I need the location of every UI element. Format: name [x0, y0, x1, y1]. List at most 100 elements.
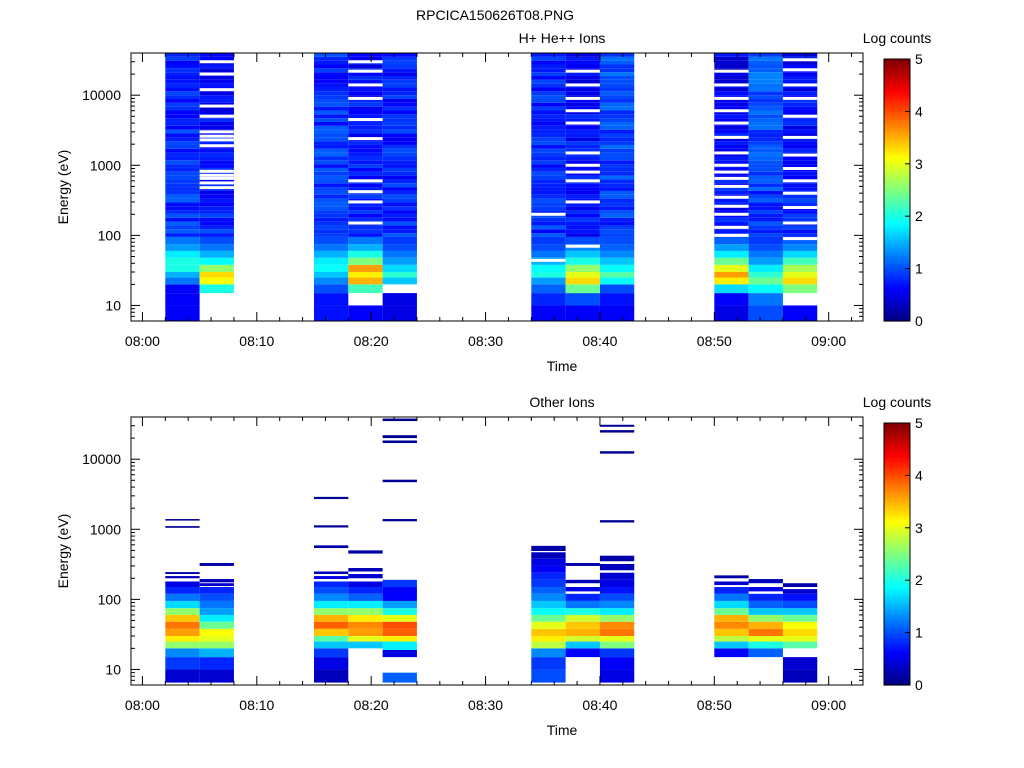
p2-colorbar-cell — [884, 441, 910, 445]
p1-cell — [599, 118, 635, 122]
p1-cell-gap — [565, 151, 600, 155]
p1-cell — [348, 183, 383, 188]
p1-cell — [599, 106, 635, 111]
p1-cell — [199, 98, 234, 103]
p2-y-tick-label: 10 — [105, 661, 121, 677]
p1-cell — [199, 160, 234, 165]
p1-cell — [165, 264, 200, 273]
p1-cell — [531, 206, 566, 211]
p2-colorbar-cell — [884, 679, 910, 683]
p1-cell — [565, 202, 600, 207]
p1-cell — [599, 152, 635, 157]
p1-cell — [748, 190, 783, 195]
p1-cell — [382, 210, 417, 214]
p1-cell-gap — [782, 205, 818, 209]
p2-cell — [314, 636, 349, 642]
p1-cell — [565, 236, 600, 245]
p1-cell — [714, 160, 749, 165]
p2-cell — [714, 600, 749, 609]
p2-cell — [531, 545, 566, 551]
p2-colorbar-cell — [884, 464, 910, 469]
p1-cell-gap — [714, 204, 749, 208]
p2-colorbar-cell — [884, 606, 910, 610]
p1-cell — [748, 141, 783, 145]
p2-cell — [199, 636, 234, 642]
p1-colorbar-cell — [884, 265, 910, 270]
p2-cell — [748, 587, 783, 592]
p1-cell — [714, 79, 749, 84]
p1-cell — [748, 152, 783, 157]
p2-cell — [714, 593, 749, 601]
p1-cell — [382, 190, 417, 195]
p2-cell — [199, 641, 234, 649]
p1-cell — [599, 102, 635, 107]
p1-cell-gap — [199, 88, 234, 92]
p1-cell — [382, 137, 417, 142]
p2-cell — [348, 641, 383, 649]
p1-cell — [531, 160, 566, 165]
p1-cell — [565, 75, 600, 80]
p1-cell — [531, 175, 566, 180]
p1-cell — [714, 75, 749, 80]
p1-cell — [565, 221, 600, 226]
p1-cell — [314, 141, 349, 145]
p1-cell — [714, 144, 749, 149]
p2-cell — [165, 614, 200, 622]
p2-colorbar-cell — [884, 485, 910, 490]
p1-y-tick-label: 100 — [98, 227, 122, 243]
p1-cell — [599, 175, 635, 180]
p1-cell — [348, 102, 383, 107]
p1-colorbar-cell — [884, 148, 910, 152]
p2-cell — [199, 579, 234, 583]
p1-cell-gap — [565, 109, 600, 113]
p1-cell-gap — [782, 135, 818, 139]
p1-cell — [348, 284, 383, 294]
p1-colorbar-cell — [884, 300, 910, 304]
p1-cell — [199, 236, 234, 245]
p1-cell — [565, 106, 600, 111]
p1-cell-gap — [714, 233, 749, 237]
p2-cell — [382, 440, 417, 444]
p1-cell — [748, 221, 783, 226]
p1-cell — [531, 264, 566, 273]
p1-cell-gap — [714, 83, 749, 87]
p2-cell — [314, 545, 349, 549]
p2-colorbar-cell — [884, 622, 910, 626]
p2-cell — [531, 552, 566, 559]
p1-cell — [531, 137, 566, 142]
p2-cell — [599, 641, 635, 649]
p1-cell — [714, 114, 749, 119]
p2-cell — [599, 600, 635, 609]
p1-colorbar-cell — [884, 61, 910, 65]
p1-cell — [348, 187, 383, 191]
p1-cell — [382, 179, 417, 184]
p1-cell — [199, 171, 234, 176]
p1-colorbar-cell — [884, 187, 910, 191]
p1-cell — [165, 164, 200, 168]
p2-cell — [714, 621, 749, 629]
p1-cell — [199, 213, 234, 218]
p1-cell — [314, 95, 349, 99]
p1-cell — [314, 293, 349, 306]
p1-cell — [714, 250, 749, 258]
p1-cell — [314, 68, 349, 73]
p2-cell — [531, 608, 566, 615]
p2-cell — [565, 636, 600, 642]
p1-cell — [565, 60, 600, 65]
p1-cell — [314, 167, 349, 172]
p1-cell — [714, 152, 749, 157]
p1-x-tick-label: 08:10 — [239, 333, 274, 349]
p1-cell — [599, 121, 635, 126]
p1-colorbar-tick-label: 4 — [915, 103, 923, 119]
p1-cell — [348, 202, 383, 207]
p1-cell — [348, 121, 383, 126]
p1-cell — [314, 156, 349, 161]
p2-cell — [748, 579, 783, 584]
p1-cell — [748, 91, 783, 96]
p1-colorbar-cell — [884, 176, 910, 181]
p1-cell — [199, 106, 234, 111]
p1-cell — [599, 83, 635, 88]
p1-cell — [165, 179, 200, 184]
p1-cell — [165, 194, 200, 199]
